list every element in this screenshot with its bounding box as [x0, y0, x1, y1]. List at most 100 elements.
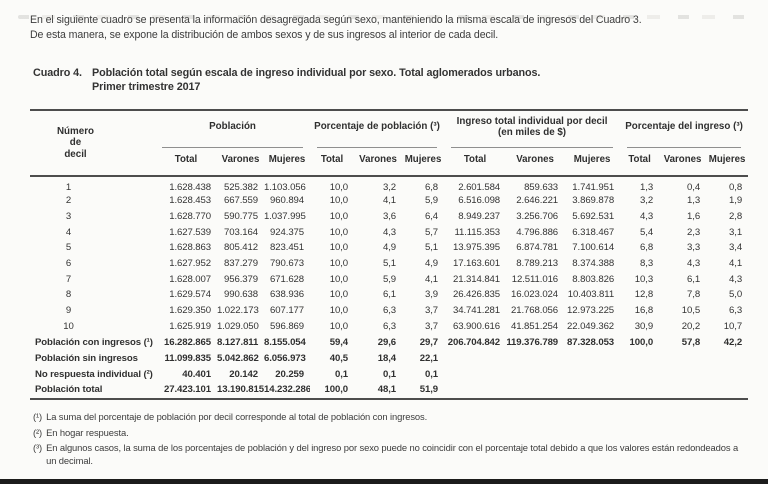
- table-cell: 6,4: [425, 211, 439, 223]
- table-cell: [444, 350, 506, 366]
- subheader-total: Total: [620, 148, 660, 177]
- table-cell: 837.279: [224, 258, 258, 270]
- table-cell: [706, 367, 748, 383]
- table-cell: 10,0: [329, 211, 349, 223]
- table-cell: 6,3: [382, 320, 397, 332]
- table-cell: 51,9: [419, 383, 439, 395]
- table-cell: 1.629.574: [169, 289, 211, 301]
- table-cell: [659, 350, 706, 366]
- table-row: 1 1.628.438 525.382 1.103.056 10,0 3,2 6,8 2.60…: [30, 176, 748, 193]
- table-cell: 5,1: [425, 242, 439, 254]
- table-cell: 4,1: [425, 273, 439, 285]
- table-cell: 8,3: [640, 258, 654, 270]
- table-row: 4 1.627.539 703.164 924.375 10,0 4,3 5,7 11.115…: [30, 224, 748, 240]
- table-row: 5 1.628.863 805.412 823.451 10,0 4,9 5,1 13.975…: [30, 240, 748, 256]
- table-row: No respuesta individual (²) 40.401 20.142 2…: [30, 367, 748, 383]
- table-cell: 6,8: [425, 182, 439, 193]
- table-cell: 1.741.951: [572, 182, 615, 193]
- subheader-varones: Varones: [506, 148, 565, 177]
- table-cell: 12.973.225: [567, 305, 615, 317]
- subheader-varones: Varones: [217, 148, 264, 177]
- table-cell: 4,3: [687, 258, 701, 270]
- table-cell: 5,0: [729, 289, 743, 301]
- table-cell: 1.627.952: [169, 258, 211, 270]
- table-cell: 5,7: [425, 226, 439, 238]
- table-cell: [706, 383, 748, 399]
- table-cell: 8.789.213: [516, 258, 559, 270]
- table-cell: 20.142: [229, 369, 258, 381]
- row-label: 1: [65, 182, 72, 193]
- table-cell: 14.232.286: [264, 383, 311, 395]
- table-cell: 8.155.054: [264, 336, 306, 348]
- table-cell: 1.628.770: [169, 211, 211, 223]
- table-cell: 3,6: [382, 211, 397, 223]
- footnote-marker: (²): [33, 426, 43, 438]
- table-cell: 6,3: [382, 305, 397, 317]
- table-cell: 22,1: [419, 353, 439, 365]
- table-cell: 5,1: [382, 258, 397, 270]
- table-row: 6 1.627.952 837.279 790.673 10,0 5,1 4,9 17.163…: [30, 256, 748, 272]
- table-cell: 119.376.789: [506, 336, 559, 348]
- table-cell: 10,7: [723, 320, 743, 332]
- table-cell: [444, 367, 506, 383]
- table-cell: 4,1: [729, 258, 743, 270]
- table-cell: 3,7: [425, 305, 439, 317]
- table-cell: 1,3: [640, 182, 654, 193]
- footnote: (²) En hogar respuesta.: [33, 427, 744, 440]
- group-underline: [162, 147, 304, 148]
- table-cell: 2.601.584: [458, 182, 501, 193]
- table-cell: 6,1: [382, 289, 397, 301]
- table-row: 9 1.629.350 1.022.173 607.177 10,0 6,3 3,7 34.7…: [30, 303, 748, 319]
- table-cell: 671.628: [270, 273, 305, 285]
- table-cell: [659, 383, 706, 399]
- table-cell: 6,8: [640, 242, 654, 254]
- table-cell: 10,3: [634, 273, 654, 285]
- row-label: 6: [65, 258, 72, 270]
- table-cell: 7.100.614: [572, 242, 615, 254]
- table-cell: 8.803.826: [572, 273, 615, 285]
- table-cell: 6.874.781: [516, 242, 559, 254]
- table-cell: 100,0: [629, 336, 654, 348]
- table-cell: 4.796.886: [516, 226, 559, 238]
- table-cell: 59,4: [329, 336, 349, 348]
- table-cell: 1.037.995: [264, 211, 306, 223]
- footnote-text: La suma del porcentaje de población por …: [46, 411, 428, 423]
- table-cell: 1.029.050: [217, 320, 259, 332]
- table-cell: 0,1: [334, 369, 349, 381]
- row-label: 9: [65, 305, 72, 317]
- table-cell: 0,4: [687, 182, 701, 193]
- table-cell: 667.559: [224, 195, 258, 207]
- table-cell: [706, 350, 748, 366]
- table-cell: 29,7: [419, 336, 439, 348]
- table-cell: 703.164: [224, 226, 258, 238]
- table-cell: 40.401: [182, 369, 211, 381]
- table-cell: 3.256.706: [516, 211, 559, 223]
- table-cell: 990.638: [224, 289, 258, 301]
- header-group-poblacion: Población: [155, 110, 310, 148]
- table-cell: [659, 367, 706, 383]
- table-cell: 4,3: [640, 211, 654, 223]
- table-cell: 8.949.237: [458, 211, 501, 223]
- table-cell: 10,0: [329, 195, 349, 207]
- table-cell: 3,9: [425, 289, 439, 301]
- table-cell: 1,6: [687, 211, 701, 223]
- table-cell: 2.646.221: [516, 195, 559, 207]
- table-cell: 17.163.601: [453, 258, 501, 270]
- cuadro4-table: Número de decil Población Porcentaje de …: [30, 109, 749, 401]
- footnote-text: En algunos casos, la suma de los porcent…: [46, 442, 739, 466]
- table-row: 7 1.628.007 956.379 671.628 10,0 5,9 4,1 21.314…: [30, 271, 748, 287]
- table-title-subtitle: Primer trimestre 2017: [92, 81, 201, 93]
- table-cell: 27.423.101: [163, 383, 211, 395]
- table-cell: 1,9: [729, 195, 743, 207]
- subheader-total: Total: [155, 148, 217, 177]
- group-underline: [451, 147, 614, 148]
- table-cell: 590.775: [224, 211, 258, 223]
- table-cell: [564, 383, 620, 399]
- table-cell: 20.259: [275, 369, 305, 381]
- table-cell: 3,2: [640, 195, 654, 207]
- table-cell: 16.023.024: [511, 289, 559, 301]
- table-cell: 34.741.281: [453, 305, 501, 317]
- table-cell: 3,2: [382, 182, 397, 193]
- table-cell: 8.127.811: [217, 336, 259, 348]
- table-cell: 607.177: [270, 305, 305, 317]
